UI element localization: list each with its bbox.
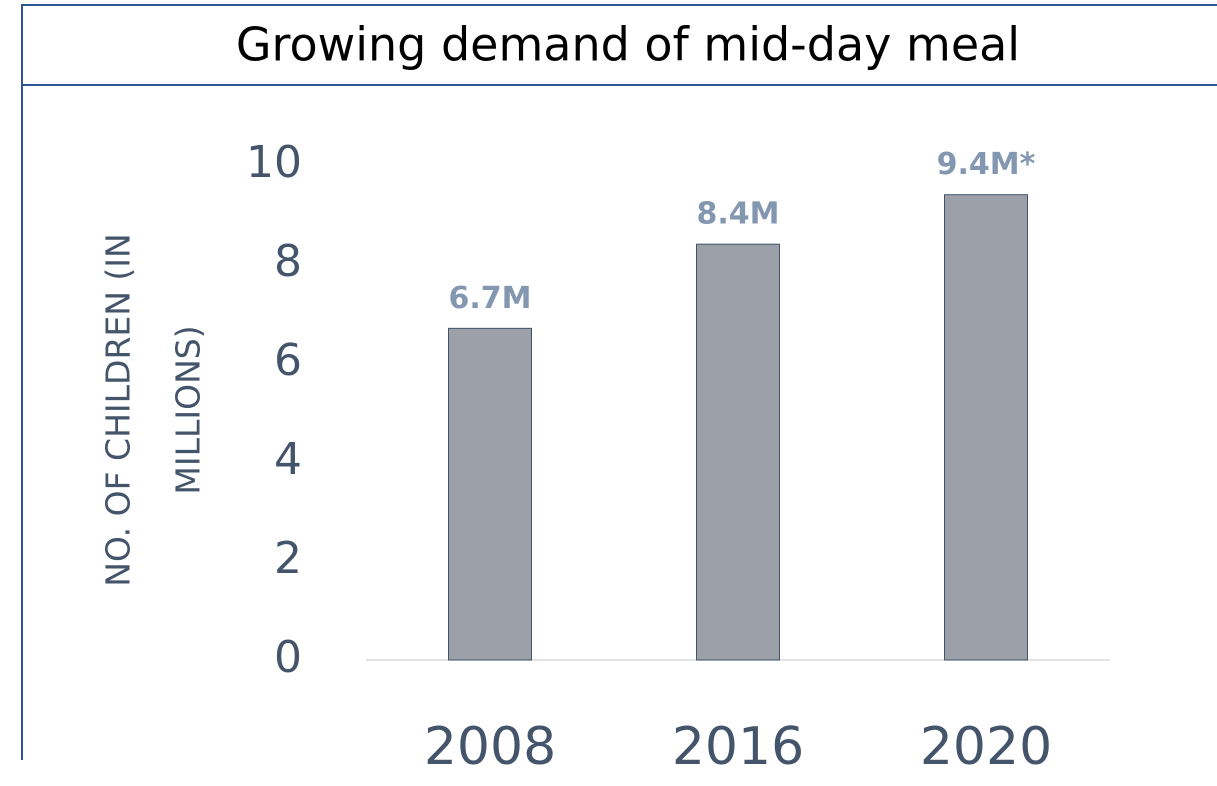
- data-label: 9.4M*: [937, 147, 1036, 182]
- bar: [448, 327, 532, 661]
- y-axis-label: NO. OF CHILDREN (IN MILLIONS): [99, 233, 208, 586]
- x-tick-label: 2020: [920, 717, 1052, 777]
- data-label: 8.4M: [697, 197, 780, 232]
- title-box: [21, 4, 1217, 86]
- x-tick-label: 2008: [424, 717, 556, 777]
- x-tick-label: 2016: [672, 717, 804, 777]
- y-tick-label: 2: [274, 533, 302, 584]
- bar: [696, 243, 780, 661]
- y-axis-label-line: MILLIONS): [169, 325, 208, 494]
- y-axis-label-line: NO. OF CHILDREN (IN: [99, 233, 138, 586]
- bar: [944, 194, 1028, 661]
- y-tick-label: 4: [274, 434, 302, 485]
- data-label: 6.7M: [449, 281, 532, 316]
- y-tick-label: 10: [246, 137, 302, 188]
- y-tick-label: 0: [274, 632, 302, 683]
- y-tick-label: 6: [274, 335, 302, 386]
- y-tick-label: 8: [274, 236, 302, 287]
- chart-title: Growing demand of mid-day meal: [236, 18, 1020, 72]
